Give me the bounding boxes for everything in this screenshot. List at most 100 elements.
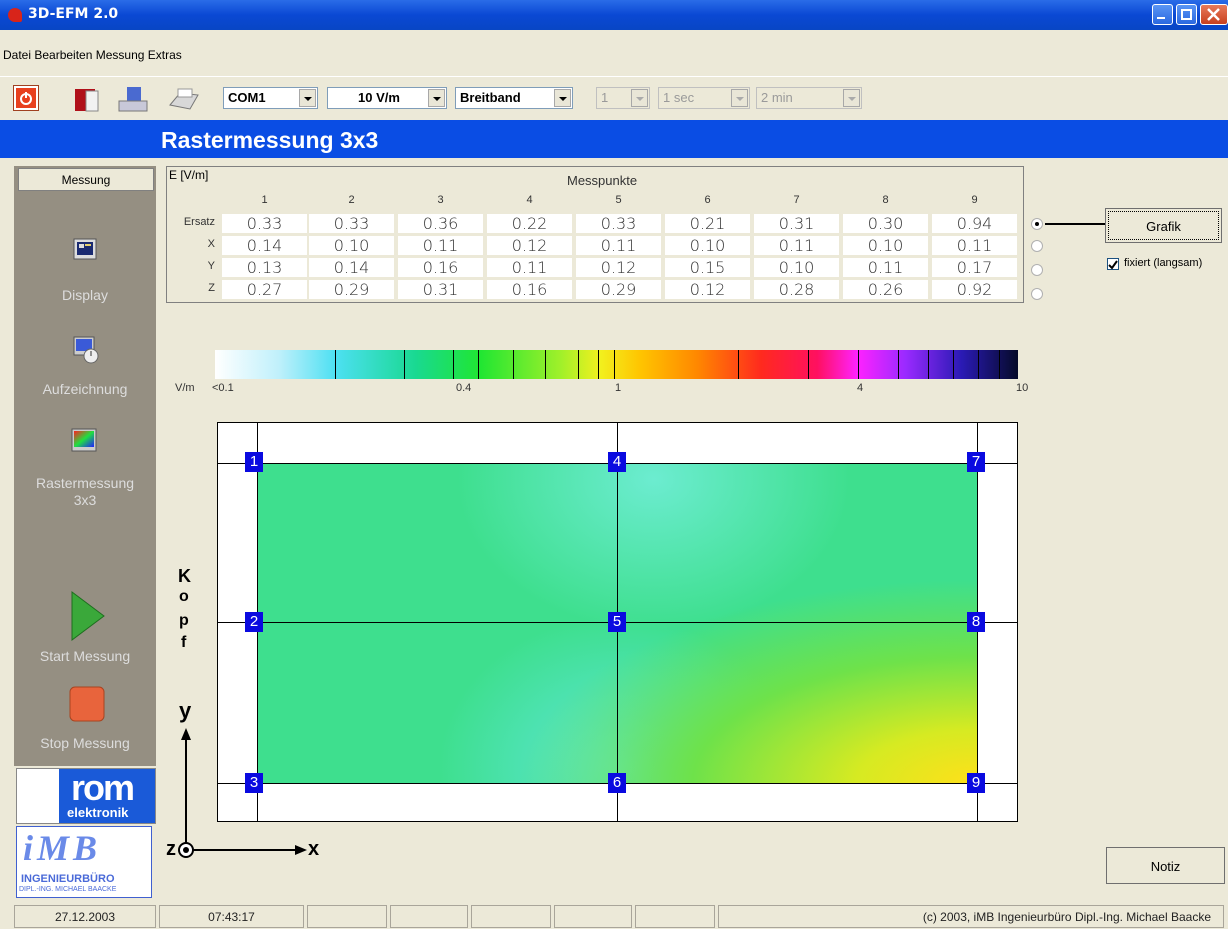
menu-bearbeiten[interactable]: Bearbeiten <box>34 48 93 62</box>
menu-extras[interactable]: Extras <box>147 48 182 62</box>
chevron-down-icon <box>428 89 445 107</box>
power-button[interactable] <box>13 85 39 111</box>
grid-measure-icon[interactable] <box>71 428 97 452</box>
column-header: 7 <box>793 194 800 206</box>
status-time: 07:43:17 <box>159 905 304 928</box>
table-cell: 0.11 <box>576 236 661 255</box>
table-cell: 0.10 <box>843 236 928 255</box>
row-label: Z <box>208 282 215 294</box>
range-select[interactable]: 10 V/m <box>327 87 447 109</box>
interval-select-value: 1 sec <box>663 90 695 105</box>
mode-select[interactable]: Breitband <box>455 87 573 109</box>
maximize-button[interactable] <box>1176 4 1197 25</box>
color-scale-tick <box>404 350 405 379</box>
count-select-value: 1 <box>601 90 609 105</box>
table-cell: 0.33 <box>222 214 307 233</box>
fixed-checkbox[interactable] <box>1107 258 1119 270</box>
table-cell: 0.16 <box>487 280 572 299</box>
chevron-down-icon <box>299 89 316 107</box>
point-marker[interactable]: 8 <box>967 612 985 632</box>
recording-icon[interactable] <box>73 336 99 364</box>
notiz-button[interactable]: Notiz <box>1106 847 1225 884</box>
print-button[interactable] <box>166 85 199 113</box>
stop-measurement-button[interactable]: Stop Messung <box>40 735 130 751</box>
table-cell: 0.26 <box>843 280 928 299</box>
table-cell: 0.14 <box>222 236 307 255</box>
table-cell: 0.33 <box>576 214 661 233</box>
table-cell: 0.17 <box>932 258 1017 277</box>
table-cell: 0.28 <box>754 280 839 299</box>
save-icon <box>118 87 148 112</box>
point-marker[interactable]: 1 <box>245 452 263 472</box>
port-select-value: COM1 <box>228 90 266 105</box>
imb-logo: iMB INGENIEURBÜRO DIPL.-ING. MICHAEL BAA… <box>16 826 152 898</box>
axis-arrows-icon <box>178 728 307 858</box>
open-button[interactable] <box>72 85 100 113</box>
app-icon <box>8 8 22 22</box>
count-select[interactable]: 1 <box>596 87 650 109</box>
point-marker[interactable]: 5 <box>608 612 626 632</box>
color-scale-tick <box>513 350 514 379</box>
column-header: 2 <box>348 194 355 206</box>
color-scale-label: 0.4 <box>456 382 472 394</box>
menu-messung[interactable]: Messung <box>95 48 145 62</box>
sidebar-item-grid-line2[interactable]: 3x3 <box>73 492 97 508</box>
color-scale-tick <box>614 350 615 379</box>
status-panel <box>307 905 387 928</box>
check-icon <box>1108 260 1118 270</box>
point-marker[interactable]: 4 <box>608 452 626 472</box>
port-select[interactable]: COM1 <box>223 87 318 109</box>
color-scale-unit: V/m <box>175 382 195 394</box>
stop-icon[interactable] <box>69 686 105 722</box>
point-marker[interactable]: 3 <box>245 773 263 793</box>
color-scale-tick <box>928 350 929 379</box>
table-cell: 0.11 <box>487 258 572 277</box>
start-measurement-button[interactable]: Start Messung <box>39 648 131 664</box>
start-play-icon[interactable] <box>70 590 110 642</box>
chevron-down-icon <box>631 89 648 107</box>
close-button[interactable] <box>1200 4 1228 25</box>
color-scale-tick <box>738 350 739 379</box>
color-scale-tick <box>808 350 809 379</box>
point-marker[interactable]: 6 <box>608 773 626 793</box>
window-titlebar: 3D-EFM 2.0 <box>0 0 1228 30</box>
color-scale-label: 1 <box>615 382 622 394</box>
table-cell: 0.11 <box>843 258 928 277</box>
toolbar: COM1 10 V/m Breitband 1 1 sec 2 min <box>0 76 1228 116</box>
point-marker[interactable]: 9 <box>967 773 985 793</box>
column-header: 8 <box>882 194 889 206</box>
grafik-button[interactable]: Grafik <box>1105 208 1222 243</box>
table-cell: 0.13 <box>222 258 307 277</box>
chevron-down-icon <box>731 89 748 107</box>
row-radio-z[interactable] <box>1031 288 1043 300</box>
sidebar-item-recording[interactable]: Aufzeichnung <box>42 381 128 397</box>
minimize-button[interactable] <box>1152 4 1173 25</box>
point-marker[interactable]: 7 <box>967 452 985 472</box>
interval-select[interactable]: 1 sec <box>658 87 750 109</box>
monitor-icon[interactable] <box>73 238 97 262</box>
row-radio-ersatz[interactable] <box>1031 218 1043 230</box>
table-cell: 0.12 <box>487 236 572 255</box>
sidebar-item-display[interactable]: Display <box>62 287 108 303</box>
column-header: 5 <box>615 194 622 206</box>
color-scale-bar <box>215 350 1018 379</box>
duration-select[interactable]: 2 min <box>756 87 862 109</box>
axis-z-label: z <box>166 838 176 860</box>
fixed-checkbox-label: fixiert (langsam) <box>1124 257 1203 269</box>
point-marker[interactable]: 2 <box>245 612 263 632</box>
connector-line <box>1045 223 1105 225</box>
status-date: 27.12.2003 <box>14 905 156 928</box>
table-title: Messpunkte <box>567 173 638 188</box>
save-button[interactable] <box>117 85 148 113</box>
imb-logo-subtext2: DIPL.-ING. MICHAEL BAACKE <box>19 886 117 893</box>
row-radio-x[interactable] <box>1031 240 1043 252</box>
table-cell: 0.16 <box>398 258 483 277</box>
duration-select-value: 2 min <box>761 90 793 105</box>
window-title: 3D-EFM 2.0 <box>28 6 119 22</box>
sidebar-item-grid-line1[interactable]: Rastermessung <box>35 475 135 491</box>
column-header: 1 <box>261 194 268 206</box>
row-label: Ersatz <box>183 216 215 228</box>
menu-datei[interactable]: Datei <box>3 48 32 62</box>
axis-kopf-letter: K <box>178 566 191 586</box>
row-radio-y[interactable] <box>1031 264 1043 276</box>
